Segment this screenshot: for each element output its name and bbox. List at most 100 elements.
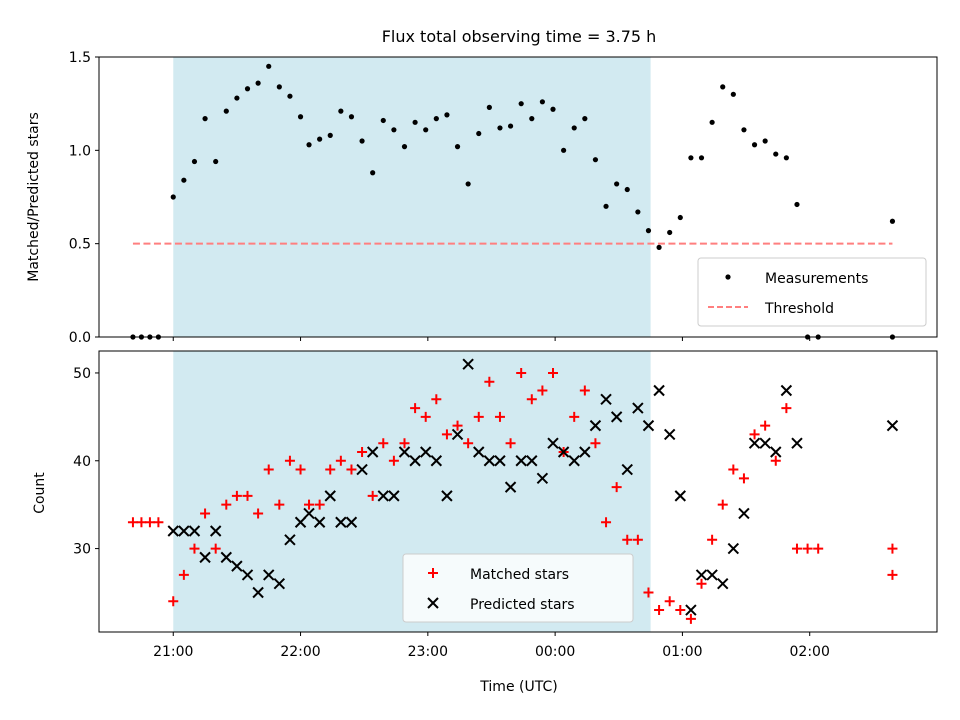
count-y-axis: 30 40 50 bbox=[73, 366, 99, 558]
predicted-star-point bbox=[653, 384, 665, 397]
y-tick-label: 0.5 bbox=[69, 237, 91, 253]
measurement-point bbox=[667, 229, 673, 236]
matched-star-point bbox=[473, 411, 484, 422]
matched-star-point bbox=[738, 473, 749, 484]
predicted-star-point bbox=[188, 525, 201, 537]
y-tick-label: 40 bbox=[73, 454, 91, 470]
predicted-star-point bbox=[600, 393, 612, 406]
matched-star-point bbox=[127, 517, 138, 528]
predicted-star-point bbox=[273, 577, 286, 590]
measurement-point bbox=[234, 95, 240, 101]
measurement-point bbox=[751, 142, 758, 148]
predicted-star-point bbox=[209, 525, 222, 537]
measurement-point bbox=[327, 132, 333, 138]
predicted-star-point bbox=[738, 507, 750, 520]
matched-star-point bbox=[304, 499, 315, 510]
matched-star-point bbox=[263, 464, 274, 475]
matched-star-point bbox=[749, 429, 760, 440]
predicted-star-point bbox=[356, 463, 368, 476]
matched-star-point bbox=[325, 464, 336, 475]
measurement-point bbox=[571, 125, 577, 131]
predicted-star-point bbox=[252, 586, 264, 599]
measurement-point bbox=[276, 84, 282, 90]
predicted-star-point bbox=[526, 455, 538, 467]
legend-matched-label: Matched stars bbox=[470, 567, 569, 583]
legend-predicted-x bbox=[427, 597, 439, 609]
measurement-point bbox=[444, 112, 450, 118]
measurement-point bbox=[380, 117, 386, 124]
predicted-star-point bbox=[167, 525, 179, 537]
matched-star-point bbox=[728, 464, 739, 475]
measurement-point bbox=[412, 119, 418, 125]
predicted-star-point bbox=[263, 569, 275, 581]
matched-star-point bbox=[367, 490, 378, 501]
predicted-star-point bbox=[473, 446, 485, 458]
y-tick-label: 50 bbox=[73, 366, 91, 382]
matched-star-point bbox=[717, 499, 728, 510]
measurement-point bbox=[454, 144, 461, 150]
predicted-star-point bbox=[547, 437, 559, 449]
predicted-star-point bbox=[780, 384, 793, 397]
measurement-point bbox=[338, 108, 344, 114]
measurement-point bbox=[889, 218, 896, 224]
matched-star-point bbox=[178, 569, 189, 580]
legend-predicted-label: Predicted stars bbox=[470, 597, 575, 613]
matched-star-point bbox=[664, 596, 675, 607]
matched-star-point bbox=[632, 534, 643, 545]
predicted-star-point bbox=[231, 560, 243, 572]
matched-star-point bbox=[168, 596, 179, 607]
matched-star-point bbox=[284, 455, 295, 466]
predicted-star-point bbox=[388, 490, 400, 502]
matched-star-point bbox=[802, 543, 813, 554]
matched-star-point bbox=[675, 605, 686, 616]
x-tick-label: 21:00 bbox=[153, 644, 193, 660]
predicted-star-point bbox=[663, 428, 676, 441]
measurement-point bbox=[688, 155, 694, 161]
matched-star-point bbox=[548, 367, 559, 378]
matched-star-point bbox=[484, 376, 495, 387]
predicted-star-point bbox=[313, 516, 326, 528]
predicted-star-point bbox=[632, 402, 644, 414]
measurement-point bbox=[423, 127, 429, 133]
matched-star-point bbox=[378, 438, 389, 449]
measurement-point bbox=[730, 91, 736, 97]
predicted-star-point bbox=[504, 481, 517, 493]
measurement-point bbox=[709, 119, 715, 125]
predicted-star-point bbox=[568, 455, 580, 467]
count-y-axis-label: Count bbox=[32, 472, 48, 514]
measurement-point bbox=[170, 194, 176, 200]
predicted-star-point bbox=[494, 455, 506, 467]
count-points bbox=[127, 358, 899, 624]
matched-star-point bbox=[887, 569, 898, 580]
predicted-star-point bbox=[557, 446, 570, 458]
matched-star-point bbox=[346, 464, 357, 475]
matched-star-point bbox=[537, 385, 548, 396]
predicted-star-point bbox=[536, 472, 549, 485]
matched-star-point bbox=[295, 464, 306, 475]
predicted-star-point bbox=[451, 428, 464, 441]
measurement-point bbox=[635, 209, 641, 215]
measurement-point bbox=[213, 158, 219, 165]
legend-measurements-marker bbox=[725, 274, 731, 280]
measurement-point bbox=[266, 63, 272, 69]
legend-matched-plus bbox=[428, 568, 438, 578]
matched-star-point bbox=[463, 438, 474, 449]
measurement-point bbox=[539, 99, 545, 105]
measurement-point bbox=[614, 181, 620, 187]
matched-star-point bbox=[654, 605, 665, 616]
predicted-star-point bbox=[366, 446, 379, 458]
measurement-point bbox=[306, 142, 312, 148]
matched-star-point bbox=[590, 438, 601, 449]
y-tick-label: 1.5 bbox=[69, 50, 91, 66]
measurement-point bbox=[507, 123, 514, 129]
matched-star-point bbox=[274, 499, 285, 510]
legend-predicted-marker bbox=[427, 597, 439, 609]
matched-star-point bbox=[791, 543, 802, 554]
predicted-star-point bbox=[770, 446, 782, 458]
matched-star-point bbox=[136, 517, 147, 528]
matched-star-point bbox=[813, 543, 824, 554]
measurement-point bbox=[401, 144, 408, 150]
matched-star-point bbox=[707, 534, 718, 545]
x-tick-label: 00:00 bbox=[535, 644, 575, 660]
